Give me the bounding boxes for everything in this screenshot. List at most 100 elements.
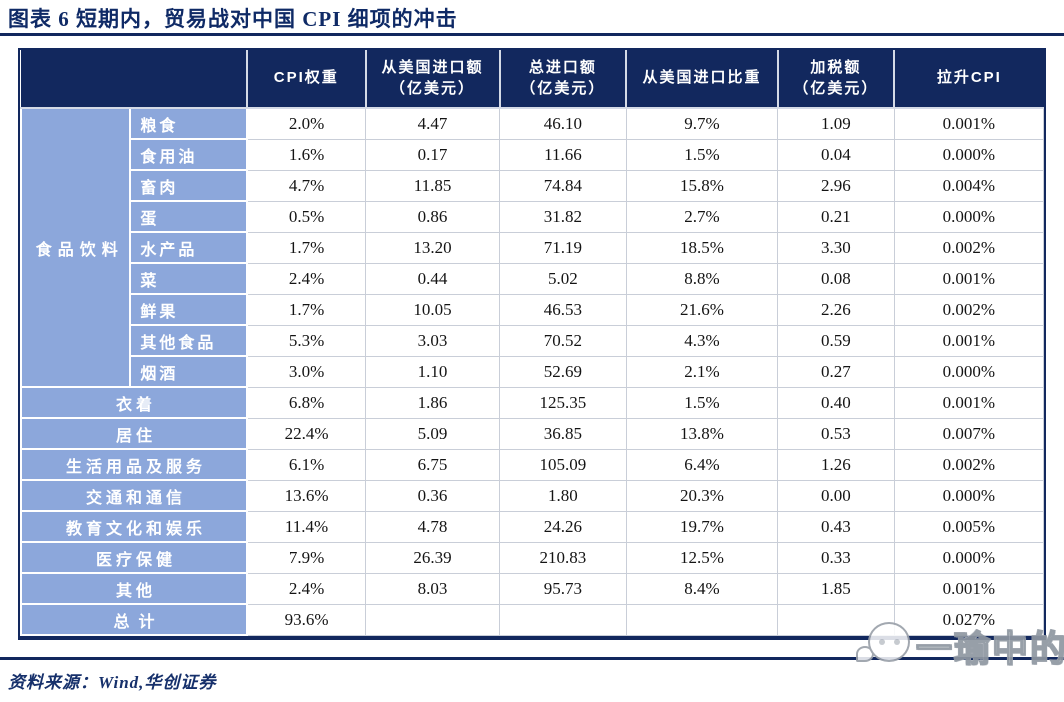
table-row: 菜 2.4% 0.44 5.02 8.8% 0.08 0.001% bbox=[21, 262, 1045, 295]
data-cell: 0.000% bbox=[893, 355, 1045, 388]
data-cell: 4.7% bbox=[246, 169, 367, 202]
data-cell: 0.002% bbox=[893, 293, 1045, 326]
data-cell: 0.007% bbox=[893, 417, 1045, 450]
data-cell: 1.7% bbox=[246, 231, 367, 264]
table-row: 食用油 1.6% 0.17 11.66 1.5% 0.04 0.000% bbox=[21, 138, 1045, 171]
data-cell: 0.00 bbox=[777, 479, 895, 512]
column-header-cell: 从美国进口额 （亿美元） bbox=[365, 50, 501, 109]
figure-title: 图表 6 短期内，贸易战对中国 CPI 细项的冲击 bbox=[8, 7, 458, 31]
data-cell: 1.85 bbox=[777, 572, 895, 605]
data-cell: 6.8% bbox=[246, 386, 367, 419]
row-label-cell: 总计 bbox=[20, 603, 248, 636]
row-label-cell: 其他食品 bbox=[129, 324, 248, 357]
data-cell: 0.27 bbox=[777, 355, 895, 388]
data-cell: 0.43 bbox=[777, 510, 895, 543]
row-label-cell: 菜 bbox=[129, 262, 248, 295]
data-cell: 0.004% bbox=[893, 169, 1045, 202]
table-row: 其他食品 5.3% 3.03 70.52 4.3% 0.59 0.001% bbox=[21, 324, 1045, 357]
data-cell: 1.7% bbox=[246, 293, 367, 326]
table-header-row: CPI权重 从美国进口额 （亿美元） 总进口额 （亿美元） 从美国进口比重 加税额 （亿美元）… bbox=[21, 50, 1044, 109]
data-cell: 5.09 bbox=[365, 417, 501, 450]
column-header-cell: 加税额 （亿美元） bbox=[777, 50, 896, 109]
data-cell: 0.000% bbox=[893, 479, 1045, 512]
data-cell: 1.26 bbox=[777, 448, 895, 481]
bubble-eye bbox=[879, 639, 885, 645]
data-cell: 1.5% bbox=[625, 138, 779, 171]
column-header-cell: CPI权重 bbox=[246, 50, 367, 109]
table-row: 其他 2.4% 8.03 95.73 8.4% 1.85 0.001% bbox=[20, 572, 1045, 605]
data-cell: 70.52 bbox=[499, 324, 627, 357]
table-row: 教育文化和娱乐 11.4% 4.78 24.26 19.7% 0.43 0.005% bbox=[20, 510, 1045, 543]
row-label-cell: 衣着 bbox=[20, 386, 248, 419]
data-cell: 20.3% bbox=[625, 479, 779, 512]
chat-bubbles-icon bbox=[856, 618, 914, 674]
column-header-cell: 拉升CPI bbox=[894, 50, 1044, 109]
data-cell: 2.96 bbox=[777, 169, 895, 202]
row-label-cell: 烟酒 bbox=[129, 355, 248, 388]
data-cell: 11.66 bbox=[499, 138, 627, 171]
table-body: 食品饮料 粮食 2.0% 4.47 46.10 9.7% 1.09 0.001% 食用油 1.6%… bbox=[19, 107, 1045, 636]
table-head: CPI权重 从美国进口额 （亿美元） 总进口额 （亿美元） 从美国进口比重 加税额 （亿美元）… bbox=[21, 50, 1044, 109]
column-header-cell: 总进口额 （亿美元） bbox=[499, 50, 628, 109]
row-label-cell: 蛋 bbox=[129, 200, 248, 233]
data-cell: 71.19 bbox=[499, 231, 627, 264]
table-row: 衣着 6.8% 1.86 125.35 1.5% 0.40 0.001% bbox=[20, 386, 1045, 419]
data-cell: 0.001% bbox=[893, 572, 1045, 605]
data-cell: 46.53 bbox=[499, 293, 627, 326]
data-cell: 1.6% bbox=[246, 138, 367, 171]
data-cell: 93.6% bbox=[246, 603, 367, 636]
data-cell bbox=[625, 603, 779, 636]
row-label-cell: 食用油 bbox=[129, 138, 248, 171]
data-cell: 4.3% bbox=[625, 324, 779, 357]
cpi-impact-table: CPI权重 从美国进口额 （亿美元） 总进口额 （亿美元） 从美国进口比重 加税额 （亿美元）… bbox=[19, 50, 1045, 636]
row-label-cell: 畜肉 bbox=[129, 169, 248, 202]
data-cell: 2.0% bbox=[246, 107, 367, 140]
data-cell: 0.21 bbox=[777, 200, 895, 233]
data-cell: 1.5% bbox=[625, 386, 779, 419]
table-row: 食品饮料 粮食 2.0% 4.47 46.10 9.7% 1.09 0.001% bbox=[19, 107, 1045, 388]
data-cell: 0.000% bbox=[893, 138, 1045, 171]
data-cell: 0.001% bbox=[893, 107, 1045, 140]
data-cell: 0.33 bbox=[777, 541, 895, 574]
data-cell: 6.75 bbox=[365, 448, 501, 481]
data-cell: 4.47 bbox=[365, 107, 501, 140]
data-cell: 0.59 bbox=[777, 324, 895, 357]
data-cell: 3.0% bbox=[246, 355, 367, 388]
big-bubble-shape bbox=[868, 622, 910, 662]
data-cell: 11.85 bbox=[365, 169, 501, 202]
data-cell: 0.005% bbox=[893, 510, 1045, 543]
data-cell: 2.26 bbox=[777, 293, 895, 326]
data-cell: 0.001% bbox=[893, 386, 1045, 419]
data-cell: 3.30 bbox=[777, 231, 895, 264]
data-cell: 2.4% bbox=[246, 262, 367, 295]
data-cell bbox=[499, 603, 627, 636]
data-cell: 1.86 bbox=[365, 386, 501, 419]
row-label-cell: 粮食 bbox=[129, 107, 248, 140]
data-cell: 0.027% bbox=[893, 603, 1045, 636]
data-cell: 15.8% bbox=[625, 169, 779, 202]
data-cell: 7.9% bbox=[246, 541, 367, 574]
data-cell: 0.001% bbox=[893, 324, 1045, 357]
corner-header-cell bbox=[21, 50, 248, 109]
data-cell: 0.04 bbox=[777, 138, 895, 171]
data-cell: 10.05 bbox=[365, 293, 501, 326]
row-label-cell: 生活用品及服务 bbox=[20, 448, 248, 481]
data-cell: 95.73 bbox=[499, 572, 627, 605]
data-cell: 125.35 bbox=[499, 386, 627, 419]
row-label-cell: 教育文化和娱乐 bbox=[20, 510, 248, 543]
data-cell: 24.26 bbox=[499, 510, 627, 543]
data-cell: 105.09 bbox=[499, 448, 627, 481]
row-label-cell: 交通和通信 bbox=[20, 479, 248, 512]
data-cell: 0.53 bbox=[777, 417, 895, 450]
data-cell: 210.83 bbox=[499, 541, 627, 574]
row-group-cell: 食品饮料 bbox=[19, 107, 132, 388]
data-cell: 5.3% bbox=[246, 324, 367, 357]
data-cell: 0.5% bbox=[246, 200, 367, 233]
data-cell: 3.03 bbox=[365, 324, 501, 357]
data-cell: 4.78 bbox=[365, 510, 501, 543]
data-cell: 21.6% bbox=[625, 293, 779, 326]
data-cell: 0.17 bbox=[365, 138, 501, 171]
table-row: 畜肉 4.7% 11.85 74.84 15.8% 2.96 0.004% bbox=[21, 169, 1045, 202]
data-cell: 6.1% bbox=[246, 448, 367, 481]
